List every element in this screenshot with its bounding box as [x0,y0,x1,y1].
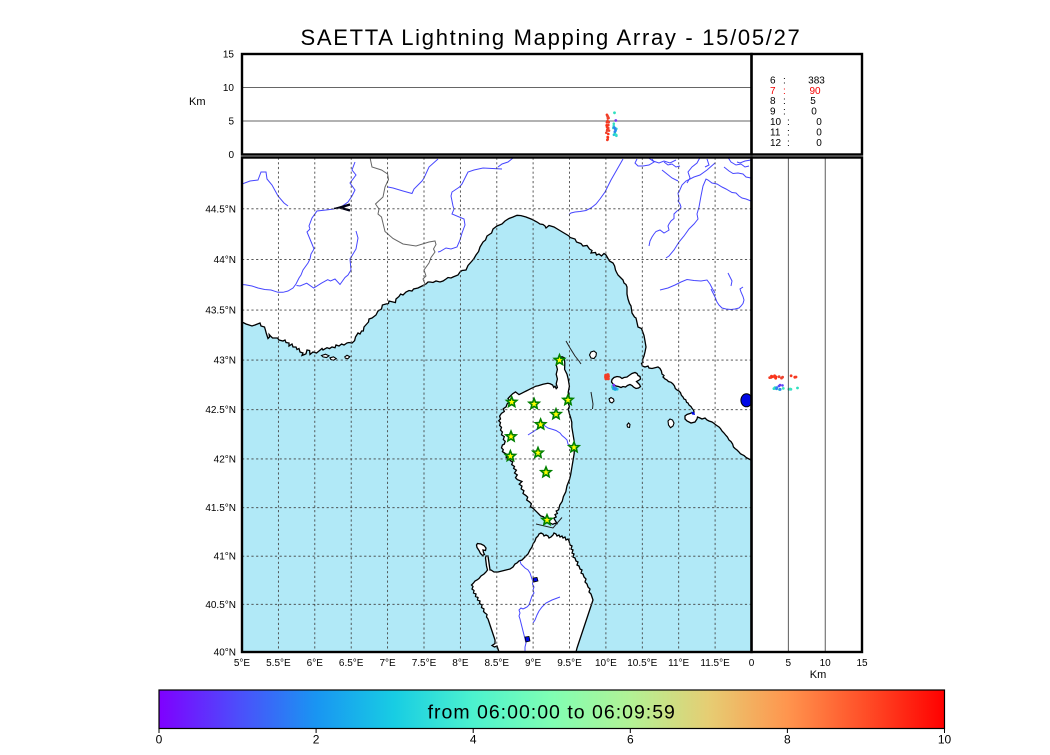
svg-text:2: 2 [313,733,320,747]
svg-text:10.5°E: 10.5°E [627,658,657,669]
svg-text:5: 5 [228,117,234,128]
svg-text:Km: Km [189,96,206,108]
svg-text:40.5°N: 40.5°N [205,600,236,611]
svg-text:6: 6 [770,75,776,86]
svg-text:11°E: 11°E [668,658,689,669]
svg-text:44.5°N: 44.5°N [205,204,236,215]
svg-text::: : [783,96,786,107]
svg-text:from 06:00:00 to 06:09:59: from 06:00:00 to 06:09:59 [428,702,676,724]
svg-text:7°E: 7°E [379,658,396,669]
svg-text:4: 4 [470,733,477,747]
svg-text:10: 10 [938,733,952,747]
svg-text:5: 5 [786,658,792,669]
svg-text:12: 12 [770,138,782,149]
svg-text:6°E: 6°E [307,658,324,669]
svg-text:0: 0 [749,658,755,669]
svg-text::: : [787,117,790,128]
svg-text:10: 10 [223,83,235,94]
svg-text:9: 9 [770,107,776,118]
svg-text:44°N: 44°N [214,255,236,266]
svg-text:0: 0 [156,733,163,747]
svg-text:11.5°E: 11.5°E [700,658,730,669]
svg-text:42°N: 42°N [214,454,236,465]
svg-text:15: 15 [856,658,868,669]
svg-text:11: 11 [770,128,781,139]
svg-text:9.5°E: 9.5°E [557,658,582,669]
svg-text:90: 90 [809,86,821,97]
svg-text:43°N: 43°N [214,356,236,367]
svg-text:0: 0 [811,107,817,118]
svg-text::: : [783,86,786,97]
svg-text:40°N: 40°N [214,648,236,659]
svg-text:9°E: 9°E [525,658,542,669]
svg-text:10: 10 [820,658,832,669]
svg-text:7: 7 [770,86,776,97]
svg-text:8: 8 [784,733,791,747]
svg-text:7.5°E: 7.5°E [412,658,437,669]
svg-text:5: 5 [810,96,816,107]
svg-text:6: 6 [627,733,634,747]
svg-text::: : [787,128,790,139]
svg-text:0: 0 [816,117,822,128]
svg-text:0: 0 [816,138,822,149]
svg-text:Km: Km [810,669,827,681]
svg-text:8: 8 [770,96,776,107]
svg-text:42.5°N: 42.5°N [205,405,236,416]
svg-text:10°E: 10°E [595,658,617,669]
svg-text:5.5°E: 5.5°E [266,658,291,669]
svg-text:10: 10 [770,117,782,128]
svg-text:0: 0 [228,150,234,161]
svg-text:41°N: 41°N [214,552,236,563]
svg-text:5°E: 5°E [234,658,251,669]
svg-text:8.5°E: 8.5°E [485,658,510,669]
svg-text::: : [783,107,786,118]
svg-text:41.5°N: 41.5°N [205,503,236,514]
svg-text:15: 15 [223,50,235,61]
svg-text:8°E: 8°E [452,658,469,669]
svg-text::: : [787,138,790,149]
svg-text:383: 383 [808,75,825,86]
svg-text:43.5°N: 43.5°N [205,306,236,317]
svg-text:6.5°E: 6.5°E [339,658,364,669]
svg-text:0: 0 [816,128,822,139]
svg-text::: : [783,75,786,86]
svg-text:SAETTA Lightning Mapping Array: SAETTA Lightning Mapping Array - 15/05/2… [301,25,802,50]
